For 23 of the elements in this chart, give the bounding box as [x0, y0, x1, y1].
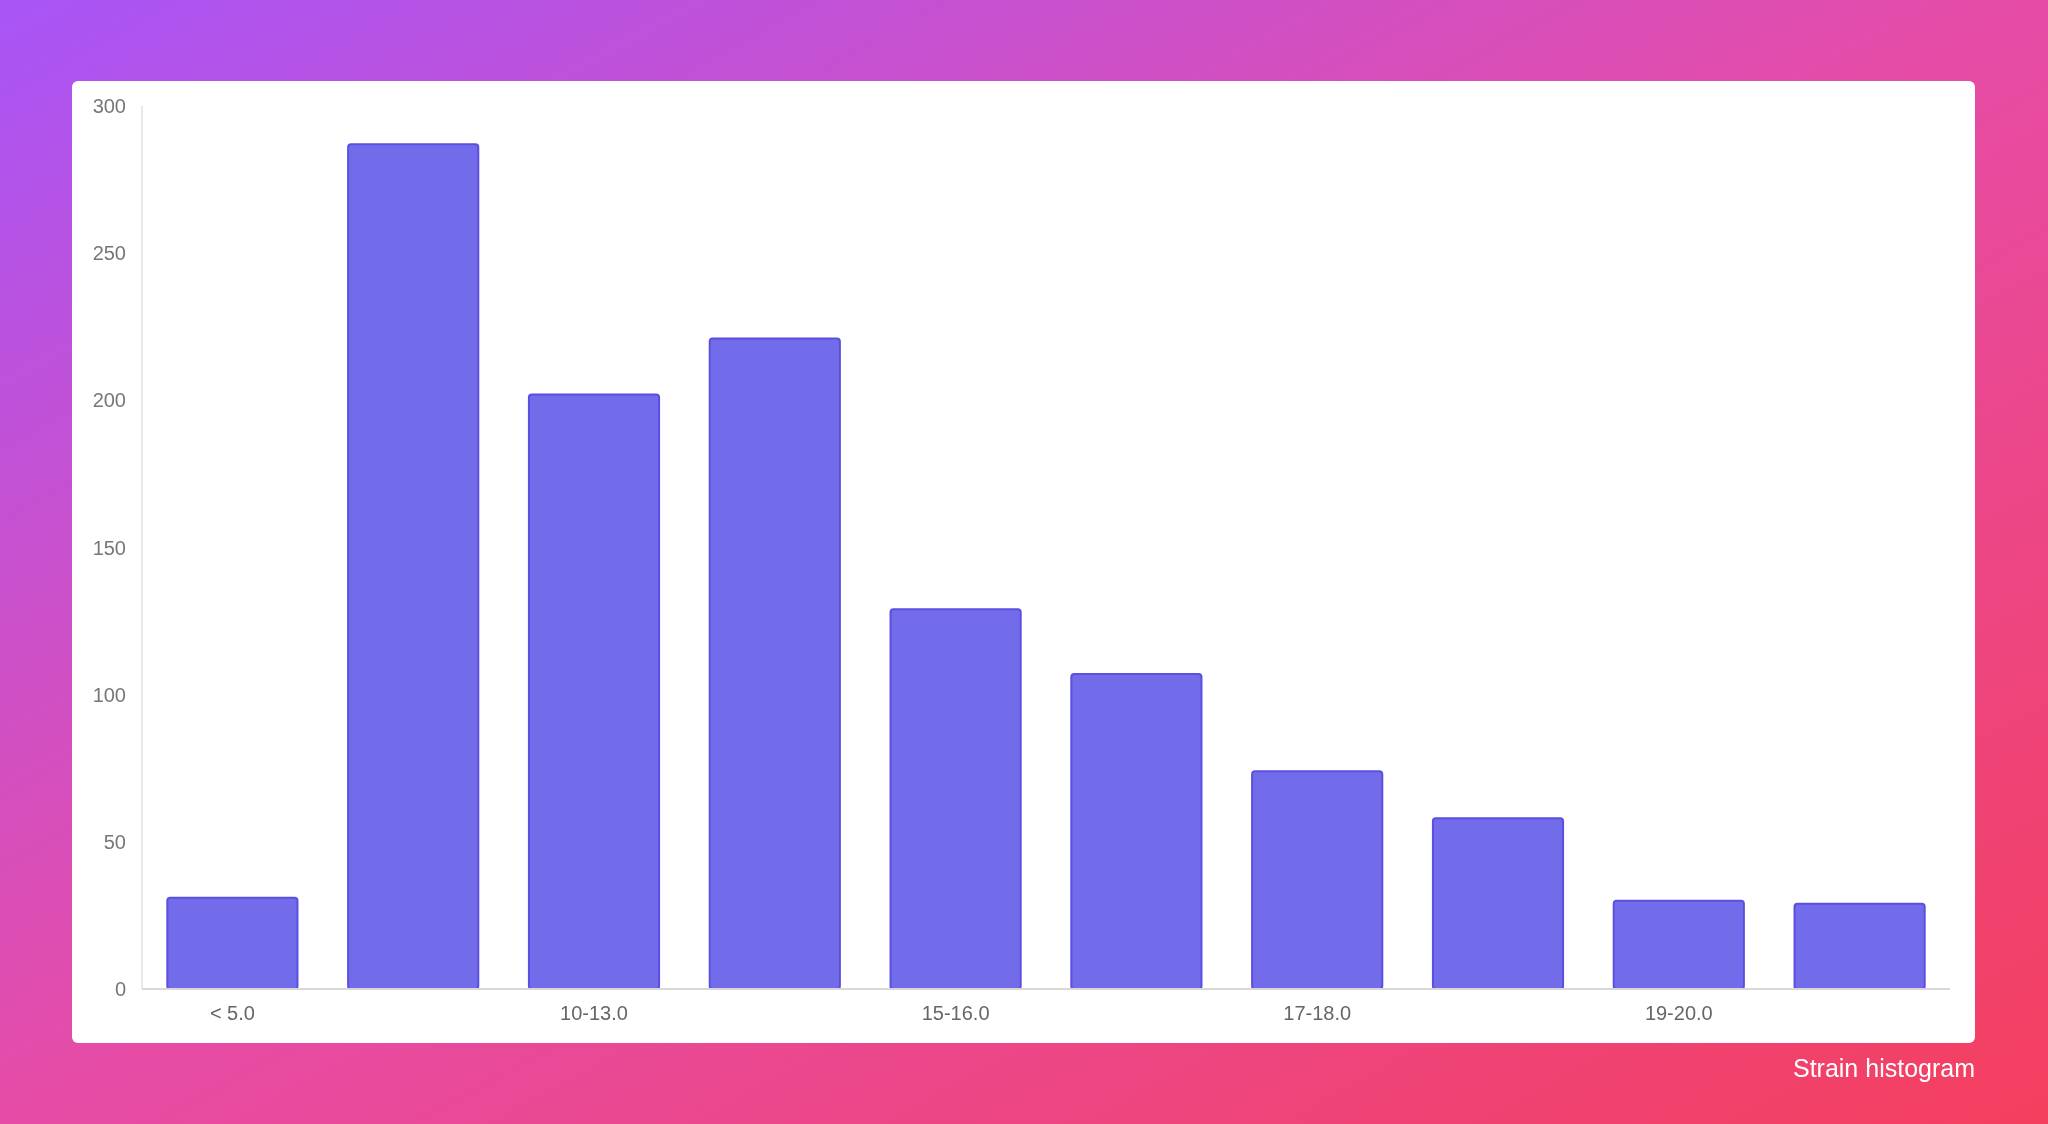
bar: [1070, 673, 1203, 990]
x-tick-label: 17-18.0: [1283, 1002, 1352, 1024]
bar: [1612, 899, 1745, 990]
y-tick-label: 200: [92, 389, 126, 412]
x-tick-label: 15-16.0: [921, 1002, 990, 1024]
bar: [527, 393, 661, 990]
x-tick-label: < 5.0: [209, 1002, 255, 1024]
y-tick-label: 250: [92, 242, 126, 265]
bar: [889, 608, 1022, 990]
y-tick-label: 300: [92, 95, 126, 117]
y-tick-label: 50: [103, 830, 126, 853]
y-tick-label: 100: [92, 683, 126, 706]
bar: [1251, 770, 1384, 990]
y-tick-label: 150: [92, 536, 126, 559]
bar: [1793, 902, 1926, 990]
bar: [708, 337, 841, 990]
x-tick-label: 10-13.0: [560, 1002, 628, 1024]
bar: [166, 896, 299, 990]
x-tick-label: 19-20.0: [1644, 1002, 1713, 1024]
text: Strain histogram: [1792, 1054, 1975, 1082]
bar: [1431, 817, 1565, 990]
y-tick-label: 0: [114, 978, 126, 1000]
bar: [347, 143, 480, 990]
